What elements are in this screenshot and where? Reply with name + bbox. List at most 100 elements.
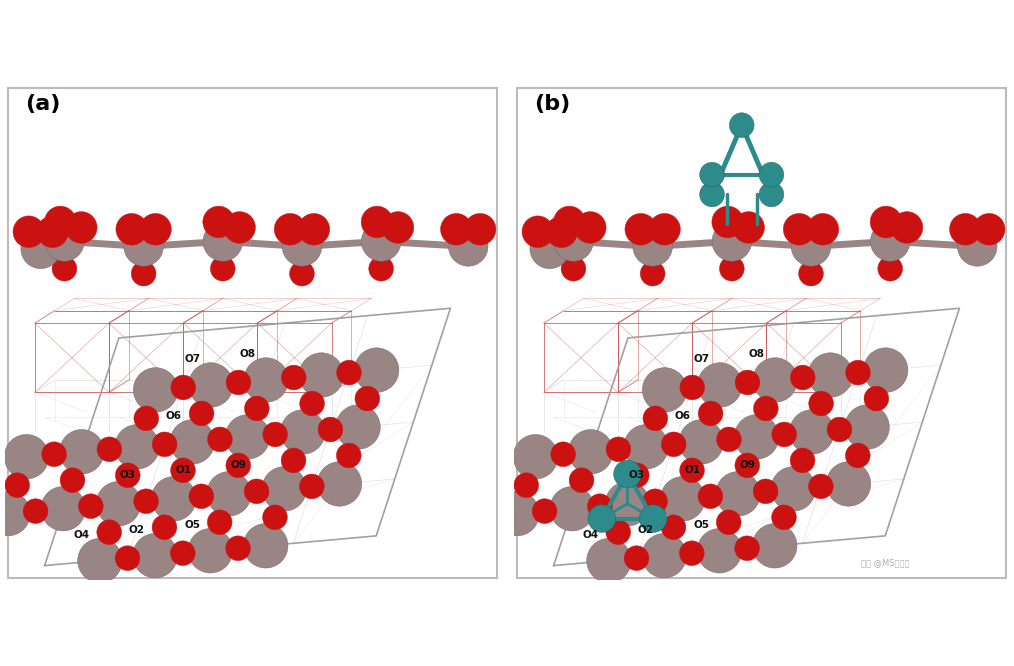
Circle shape bbox=[13, 216, 45, 248]
Circle shape bbox=[679, 375, 705, 400]
Circle shape bbox=[281, 448, 306, 473]
Circle shape bbox=[45, 222, 84, 261]
Circle shape bbox=[698, 484, 723, 509]
Text: O1: O1 bbox=[684, 466, 700, 476]
Circle shape bbox=[700, 182, 724, 207]
Text: O8: O8 bbox=[748, 349, 765, 359]
Circle shape bbox=[190, 401, 214, 426]
Circle shape bbox=[752, 523, 797, 568]
Circle shape bbox=[41, 486, 85, 531]
Circle shape bbox=[317, 462, 362, 506]
Text: O8: O8 bbox=[239, 349, 256, 359]
Text: O5: O5 bbox=[694, 519, 709, 529]
Circle shape bbox=[131, 261, 156, 286]
Circle shape bbox=[679, 420, 724, 464]
Text: O5: O5 bbox=[185, 519, 200, 529]
Circle shape bbox=[633, 226, 672, 266]
Circle shape bbox=[37, 216, 68, 248]
Circle shape bbox=[642, 533, 686, 578]
Circle shape bbox=[699, 401, 723, 426]
Circle shape bbox=[716, 510, 741, 535]
Text: O9: O9 bbox=[739, 460, 755, 470]
Circle shape bbox=[799, 261, 823, 286]
Circle shape bbox=[337, 360, 361, 385]
Circle shape bbox=[698, 363, 742, 407]
Circle shape bbox=[807, 213, 839, 245]
Circle shape bbox=[116, 545, 140, 571]
Circle shape bbox=[550, 486, 594, 531]
Circle shape bbox=[0, 492, 30, 536]
Circle shape bbox=[203, 222, 242, 261]
Circle shape bbox=[207, 510, 232, 535]
Text: O2: O2 bbox=[129, 525, 145, 535]
Circle shape bbox=[151, 476, 196, 521]
Circle shape bbox=[808, 353, 853, 398]
Circle shape bbox=[513, 434, 558, 479]
Circle shape bbox=[625, 545, 649, 571]
Circle shape bbox=[208, 427, 232, 452]
Circle shape bbox=[60, 468, 85, 493]
Circle shape bbox=[262, 467, 306, 511]
Circle shape bbox=[605, 482, 650, 526]
Circle shape bbox=[660, 476, 705, 521]
Circle shape bbox=[440, 213, 473, 245]
Circle shape bbox=[226, 536, 250, 561]
Circle shape bbox=[23, 499, 48, 523]
Circle shape bbox=[643, 489, 667, 513]
Circle shape bbox=[772, 505, 796, 529]
Circle shape bbox=[60, 430, 104, 474]
Circle shape bbox=[134, 406, 158, 431]
Circle shape bbox=[21, 229, 61, 268]
Circle shape bbox=[716, 472, 760, 516]
Circle shape bbox=[96, 482, 141, 526]
Circle shape bbox=[717, 427, 741, 452]
Circle shape bbox=[224, 212, 256, 243]
Circle shape bbox=[464, 213, 496, 245]
Circle shape bbox=[225, 415, 270, 459]
Circle shape bbox=[698, 528, 741, 573]
Circle shape bbox=[532, 499, 557, 523]
Circle shape bbox=[640, 261, 665, 286]
Circle shape bbox=[863, 348, 908, 392]
Circle shape bbox=[846, 360, 870, 385]
Circle shape bbox=[263, 422, 288, 447]
Circle shape bbox=[826, 462, 871, 506]
Circle shape bbox=[752, 358, 797, 402]
Circle shape bbox=[729, 113, 754, 138]
Circle shape bbox=[203, 206, 234, 238]
Circle shape bbox=[546, 216, 577, 248]
Circle shape bbox=[759, 163, 784, 187]
Circle shape bbox=[115, 424, 159, 469]
Circle shape bbox=[878, 256, 902, 281]
Circle shape bbox=[281, 365, 306, 390]
Circle shape bbox=[808, 474, 834, 499]
Circle shape bbox=[790, 448, 815, 473]
Circle shape bbox=[495, 492, 539, 536]
Circle shape bbox=[772, 422, 797, 447]
Circle shape bbox=[783, 213, 815, 245]
Circle shape bbox=[355, 386, 379, 411]
Circle shape bbox=[973, 213, 1005, 245]
Circle shape bbox=[846, 443, 870, 468]
Circle shape bbox=[679, 541, 704, 565]
Circle shape bbox=[949, 213, 982, 245]
Text: O4: O4 bbox=[73, 529, 89, 539]
Circle shape bbox=[5, 473, 29, 498]
Circle shape bbox=[140, 213, 171, 245]
Circle shape bbox=[281, 410, 325, 454]
Text: O9: O9 bbox=[230, 460, 246, 470]
Circle shape bbox=[152, 515, 176, 539]
Circle shape bbox=[845, 405, 889, 450]
Text: (b): (b) bbox=[534, 95, 570, 115]
Circle shape bbox=[753, 479, 778, 503]
Circle shape bbox=[514, 473, 538, 498]
Text: O2: O2 bbox=[638, 525, 654, 535]
Circle shape bbox=[891, 212, 923, 243]
Circle shape bbox=[318, 417, 343, 442]
Circle shape bbox=[189, 484, 214, 509]
Circle shape bbox=[661, 432, 686, 457]
Circle shape bbox=[734, 415, 779, 459]
Circle shape bbox=[588, 505, 615, 532]
Text: O7: O7 bbox=[185, 354, 201, 364]
Text: O3: O3 bbox=[629, 470, 645, 480]
